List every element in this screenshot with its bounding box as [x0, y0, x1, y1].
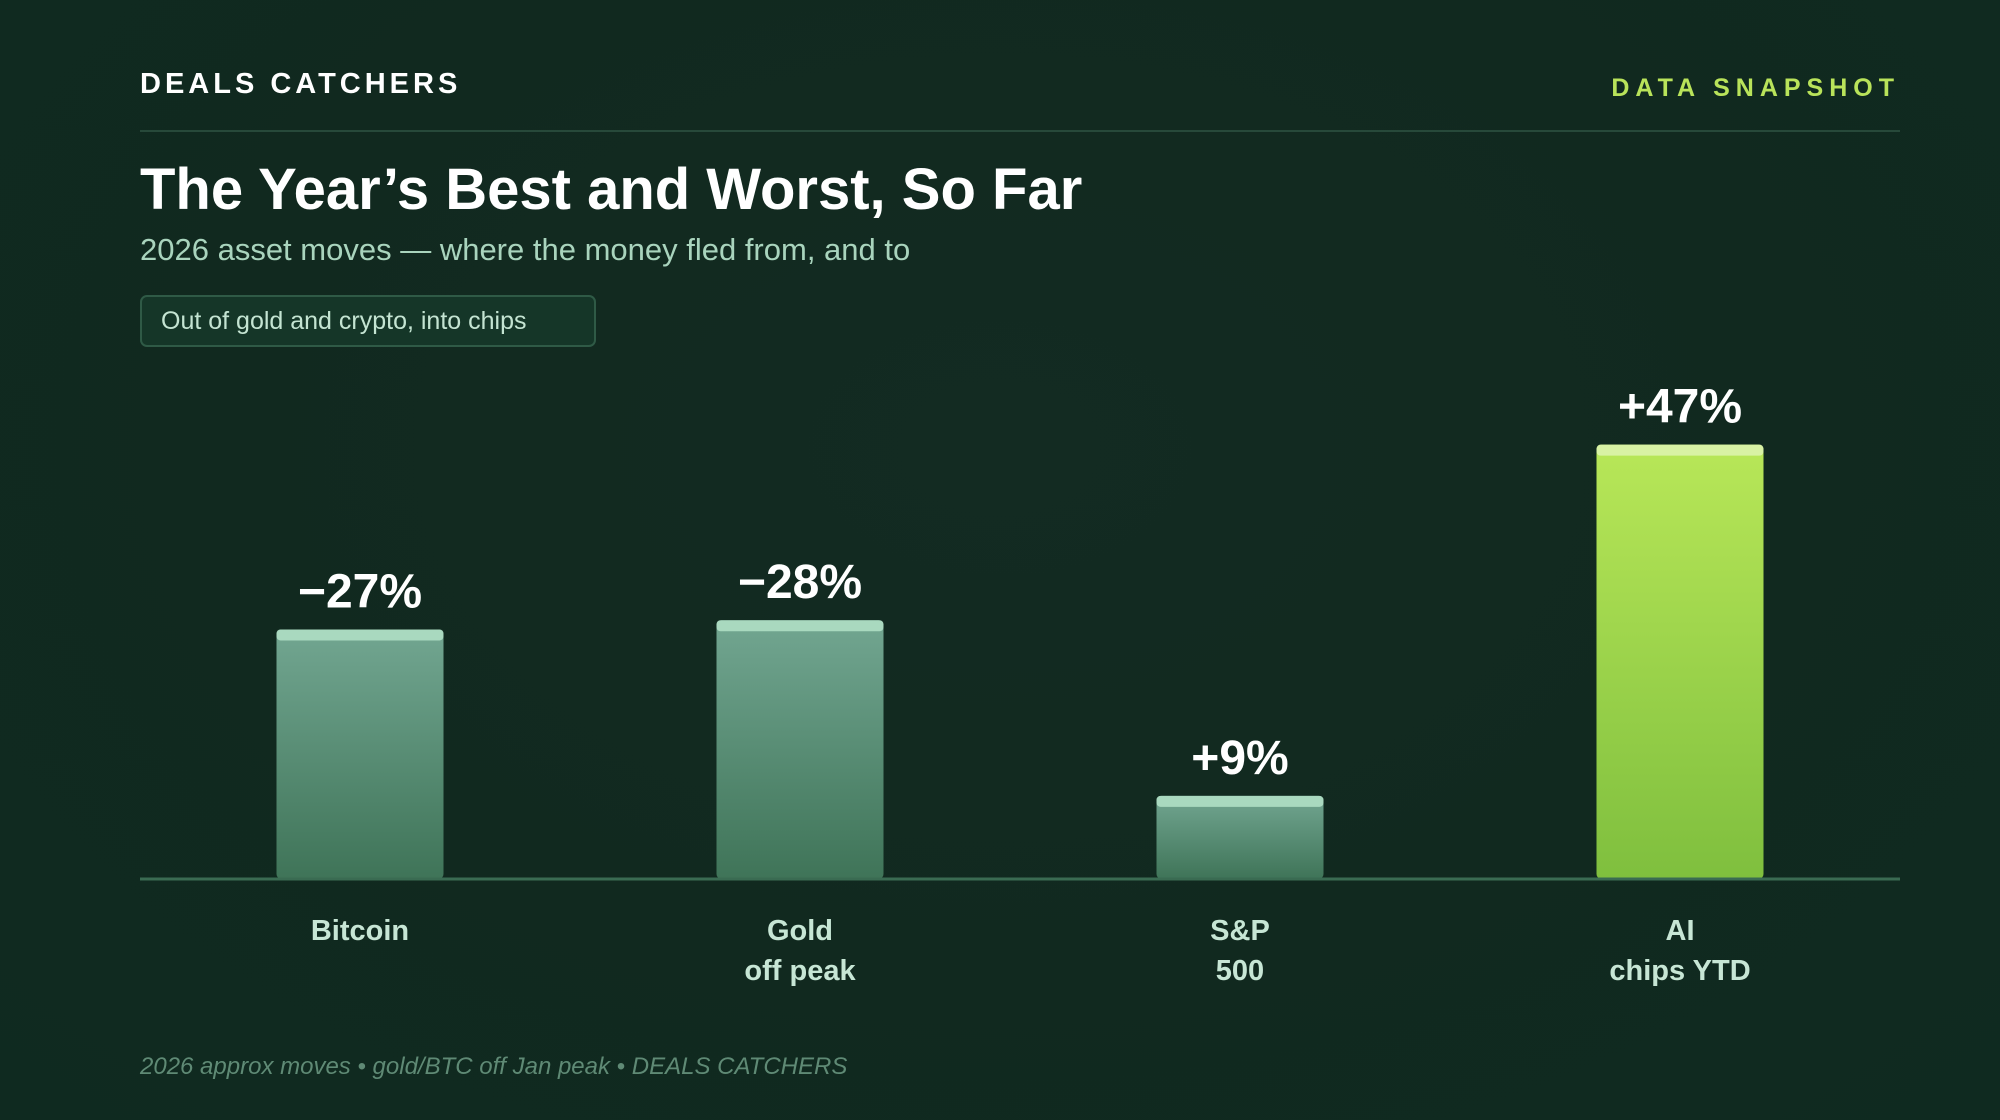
category-label-1-line-0: Gold [767, 915, 833, 947]
bar-1 [716, 620, 884, 879]
bar-3 [1596, 444, 1764, 879]
bar-cap-0 [276, 629, 444, 641]
section-tag: DATA SNAPSHOT [1611, 74, 1900, 102]
data-label-2: +9% [1191, 732, 1288, 785]
bar-0 [276, 629, 444, 879]
callout-box: Out of gold and crypto, into chips [140, 295, 596, 347]
chart-footnote: 2026 approx moves • gold/BTC off Jan pea… [140, 1053, 848, 1080]
bar-group: −27% Bitcoin −28% Gold off peak +9% S&P 500 +47%… [276, 381, 1764, 987]
category-label-3-line-1: chips YTD [1609, 955, 1750, 987]
bar-cap-2 [1156, 795, 1324, 807]
category-label-3-line-0: AI [1666, 915, 1695, 947]
bar-cap-1 [716, 620, 884, 632]
bar-cap-3 [1596, 444, 1764, 456]
data-label-3: +47% [1618, 381, 1742, 434]
data-label-0: −27% [298, 565, 422, 618]
category-label-1-line-1: off peak [744, 955, 856, 987]
category-label-0-line-0: Bitcoin [311, 915, 409, 947]
brand-logo: DEALS CATCHERS [140, 68, 462, 100]
chart-subtitle: 2026 asset moves — where the money fled … [140, 232, 911, 267]
chart-title: The Year’s Best and Worst, So Far [140, 157, 1083, 222]
bar-2 [1156, 795, 1324, 879]
header-divider [140, 130, 1900, 132]
category-label-2-line-1: 500 [1216, 955, 1264, 987]
category-label-2-line-0: S&P [1210, 915, 1270, 947]
data-label-1: −28% [738, 556, 862, 609]
